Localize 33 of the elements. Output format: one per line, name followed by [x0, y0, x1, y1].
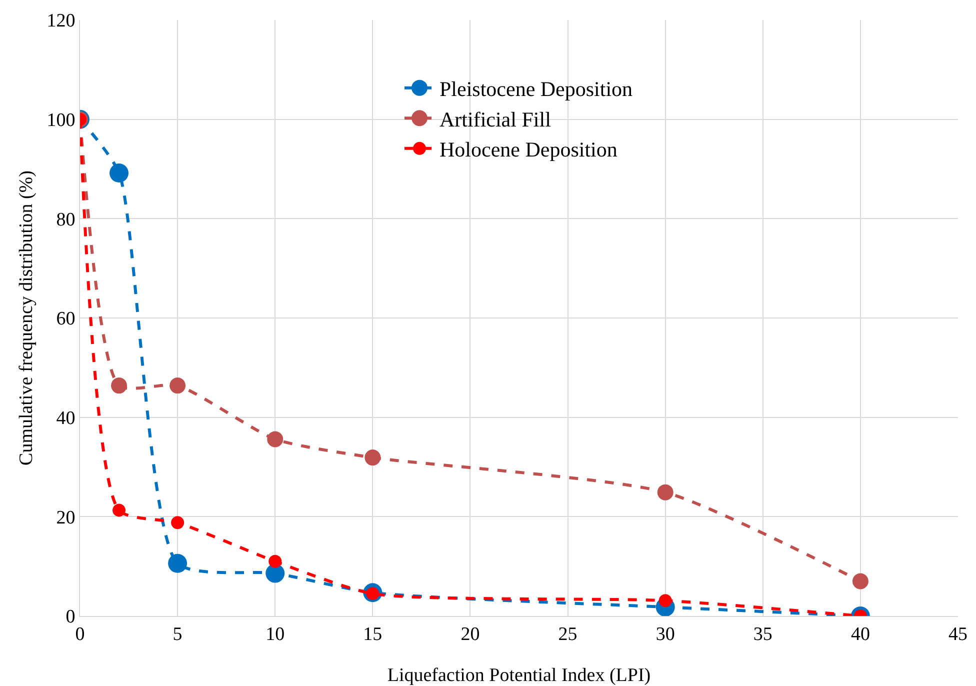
point [168, 554, 188, 573]
point [170, 378, 186, 394]
legend-label: Pleistocene Deposition [440, 77, 634, 102]
x-tick-label: 30 [656, 624, 675, 645]
point [111, 378, 128, 394]
point [364, 450, 381, 466]
y-tick-label: 20 [56, 507, 76, 528]
point [267, 431, 284, 448]
y-tick-label: 0 [66, 606, 76, 628]
point [657, 484, 674, 500]
point [112, 504, 126, 517]
y-tick-label: 120 [46, 10, 76, 32]
y-tick-label: 40 [56, 408, 76, 429]
point [110, 163, 129, 182]
x-tick-label: 20 [460, 624, 480, 645]
x-tick-label: 5 [172, 624, 182, 645]
legend-label: Artificial Fill [440, 107, 552, 132]
point [658, 594, 672, 608]
point [852, 573, 868, 590]
x-axis-title: Liquefaction Potential Index (LPI) [387, 665, 651, 686]
point [171, 516, 184, 530]
x-tick-label: 25 [558, 624, 578, 645]
x-tick-label: 15 [363, 624, 382, 645]
x-tick-label: 45 [948, 624, 968, 645]
y-tick-label: 80 [56, 209, 76, 230]
point [268, 554, 282, 568]
x-tick-label: 10 [266, 624, 285, 645]
y-tick-label: 100 [46, 110, 76, 131]
x-tick-label: 35 [753, 624, 772, 645]
legend-label: Holocene Deposition [440, 138, 618, 162]
y-tick-label: 60 [56, 308, 76, 330]
y-axis-title: Cumulative frequency distribution (%) [16, 170, 37, 466]
x-tick-label: 40 [850, 624, 870, 645]
